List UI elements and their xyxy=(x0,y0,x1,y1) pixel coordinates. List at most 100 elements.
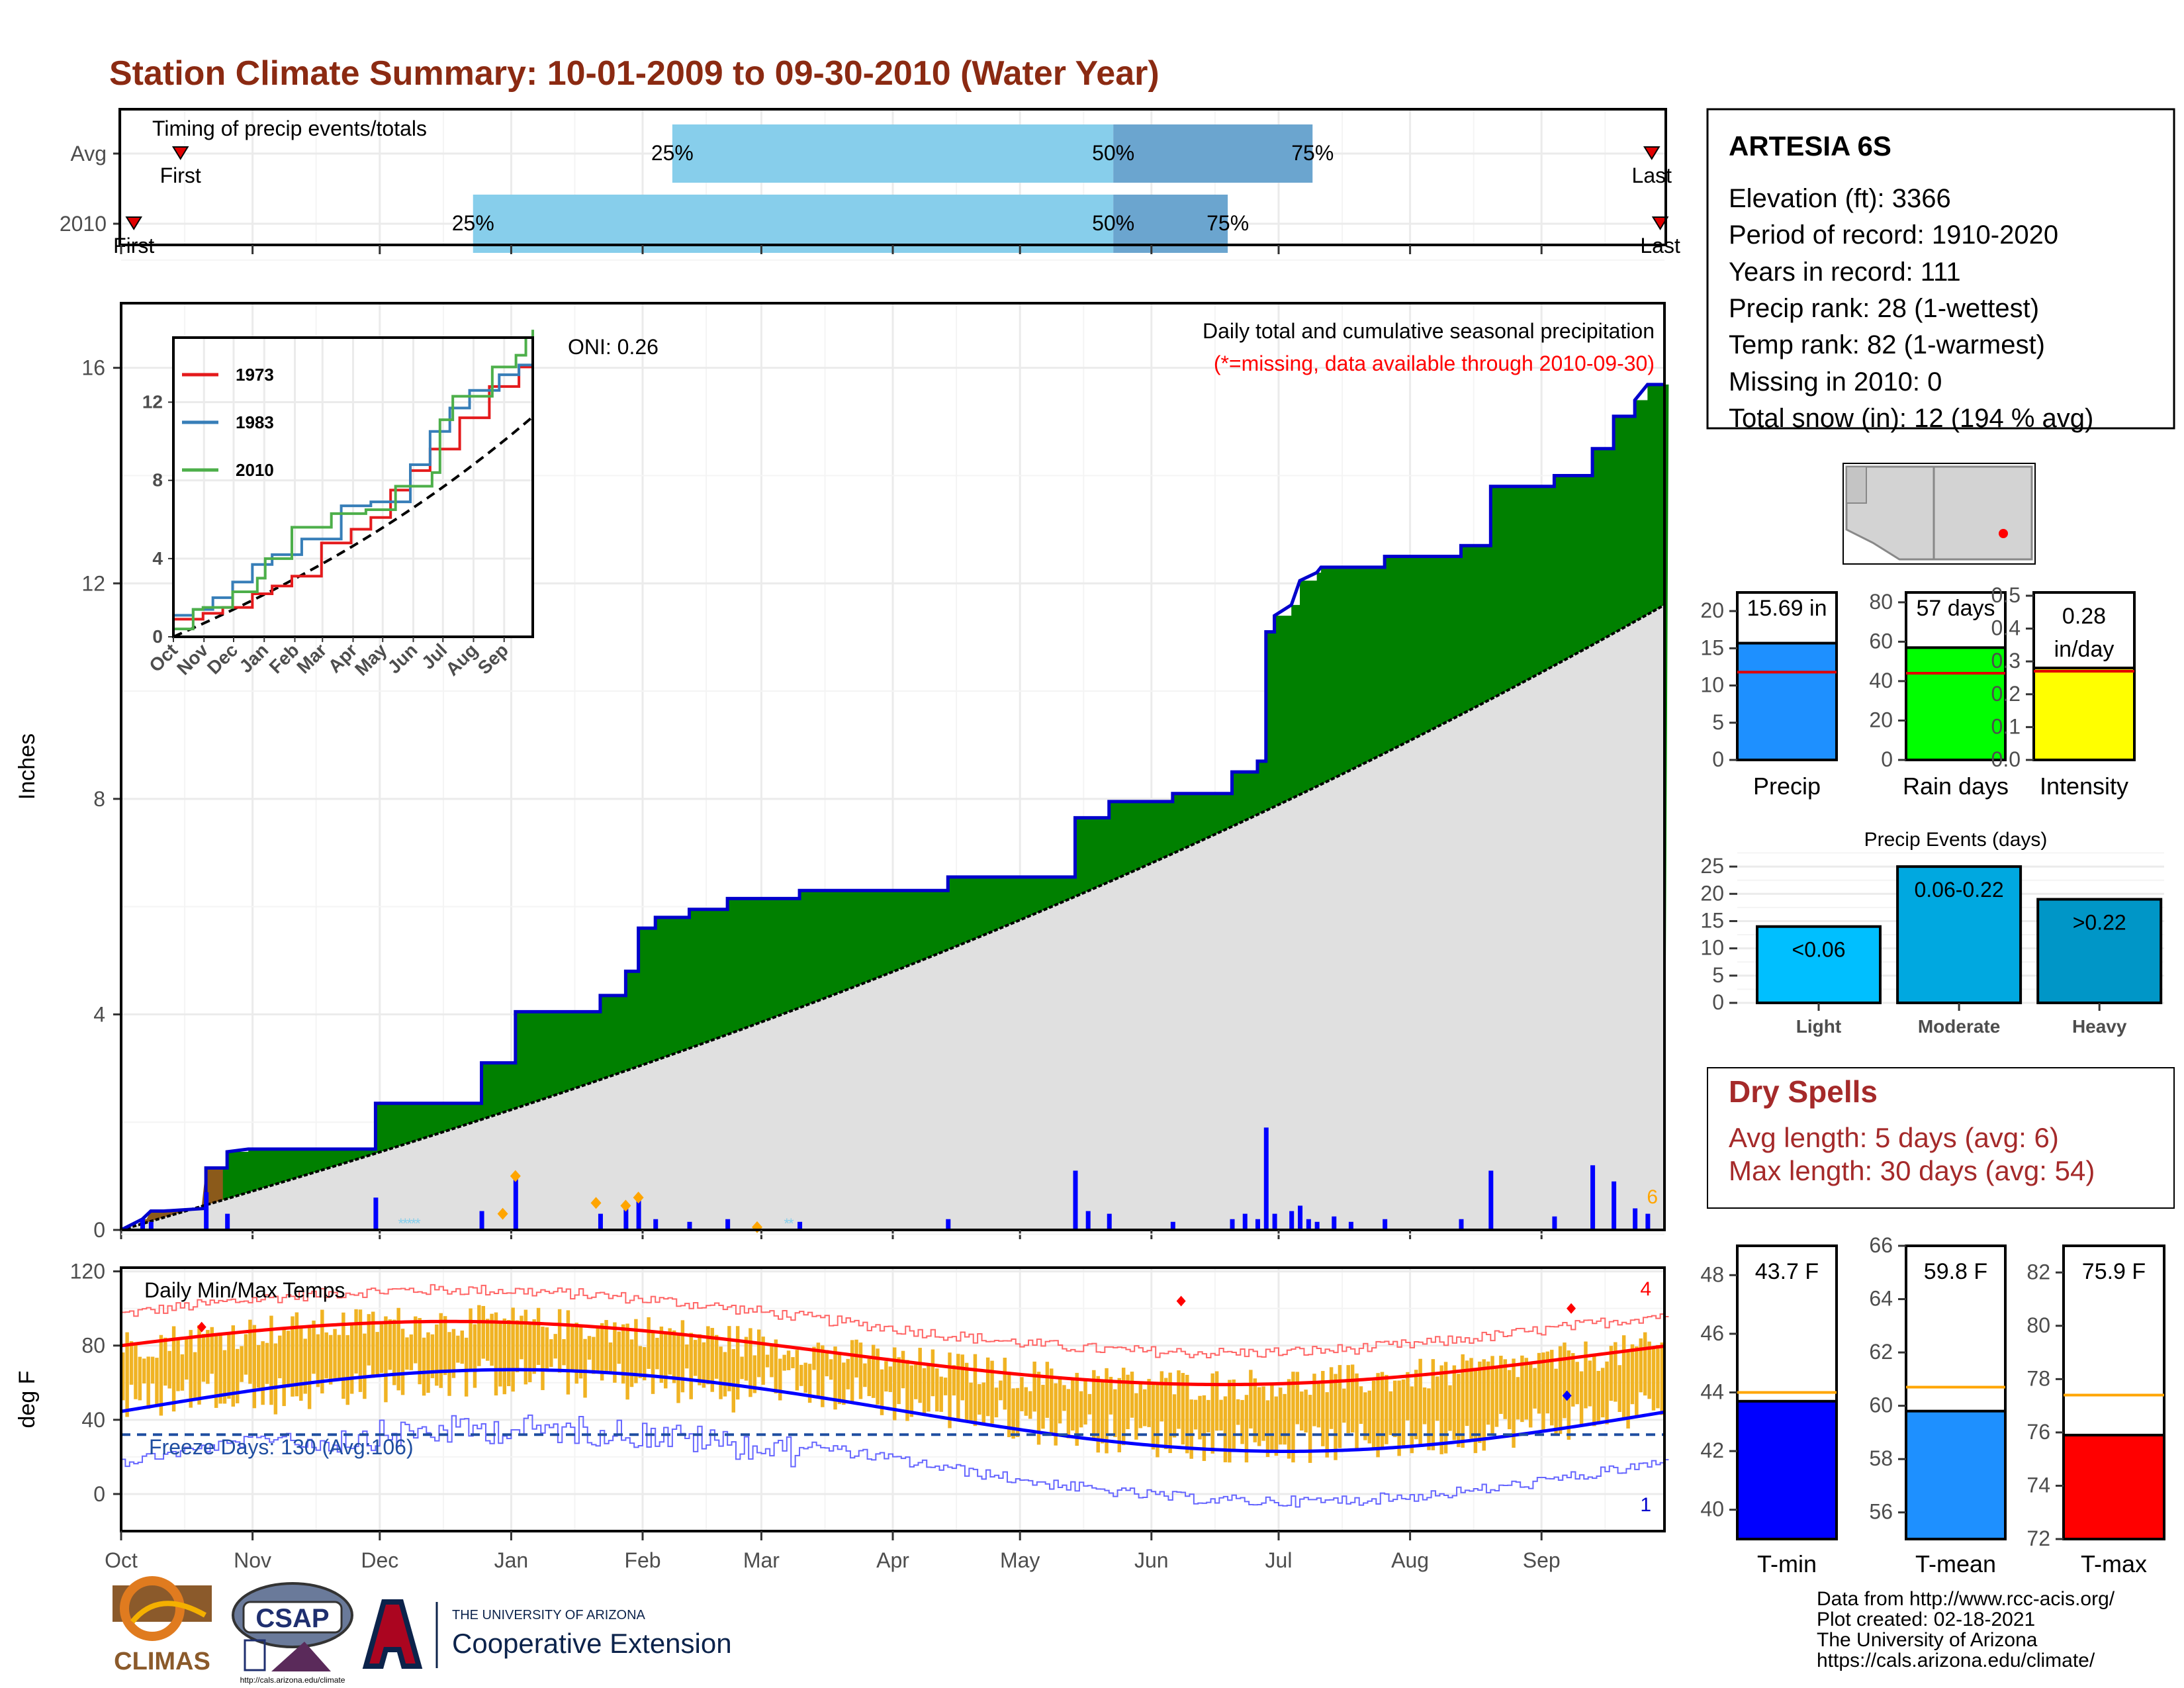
temp-daily-range-bar xyxy=(714,1335,719,1379)
timing-bar-50-75 xyxy=(1113,195,1228,253)
ua-cooperative-extension-logo: THE UNIVERSITY OF ARIZONA Cooperative Ex… xyxy=(362,1599,732,1669)
temp-daily-range-bar xyxy=(999,1380,1003,1401)
precip-daily-bar xyxy=(373,1197,379,1230)
temp-daily-range-bar xyxy=(490,1313,494,1366)
temp-daily-range-bar xyxy=(1066,1389,1071,1438)
precip-daily-bar xyxy=(598,1213,603,1230)
temp-daily-range-bar xyxy=(740,1356,744,1380)
temp-record-high-marker xyxy=(1567,1303,1576,1314)
precip-snow-count: 6 xyxy=(1647,1186,1658,1208)
temp-daily-range-bar xyxy=(1236,1399,1240,1425)
temp-daily-range-bar xyxy=(981,1382,985,1424)
precip-missing-marker: * xyxy=(784,1215,790,1232)
temp-daily-range-bar xyxy=(435,1324,439,1386)
temp-daily-range-bar xyxy=(222,1350,227,1404)
temp-x-tick-label: Apr xyxy=(876,1548,909,1572)
temp-daily-range-bar xyxy=(282,1329,286,1407)
temp-average-min-line xyxy=(120,1368,1665,1453)
temp-daily-range-bar xyxy=(553,1334,557,1359)
temp-daily-range-bar xyxy=(1232,1379,1236,1449)
inset-average-line xyxy=(173,416,534,638)
temp-daily-range-bar xyxy=(1524,1358,1529,1420)
temp-daily-range-bar xyxy=(1516,1377,1520,1420)
precip-y-tick-label: 4 xyxy=(93,1002,105,1026)
temp-summary-bar-T-mean xyxy=(1905,1409,2007,1541)
temp-daily-range-bar xyxy=(659,1326,664,1383)
temp-daily-range-bar xyxy=(189,1330,193,1408)
precip-daily-bar xyxy=(1590,1165,1596,1230)
timing-first-label: First xyxy=(160,164,201,187)
temp-daily-range-bar xyxy=(400,1329,405,1395)
temp-daily-range-bar xyxy=(1126,1374,1130,1430)
precip-snow-marker xyxy=(620,1199,631,1212)
timing-q25-label: 25% xyxy=(651,141,694,165)
temp-daily-range-bar xyxy=(893,1347,897,1421)
temp-daily-range-bar xyxy=(201,1334,206,1382)
temp-daily-range-bar xyxy=(812,1346,816,1370)
temp-summary-y-tick-label: 42 xyxy=(1700,1438,1724,1462)
temp-daily-range-bar xyxy=(1121,1368,1126,1446)
temp-y-tick-label: 40 xyxy=(81,1408,105,1432)
temp-daily-range-bar xyxy=(469,1308,473,1372)
temp-daily-range-bar xyxy=(1295,1372,1300,1425)
temp-summary-y-tick-label: 58 xyxy=(1869,1446,1893,1470)
temp-daily-range-bar xyxy=(727,1326,731,1391)
temp-daily-range-bar xyxy=(807,1364,812,1403)
temp-daily-range-bar xyxy=(1257,1387,1261,1446)
temp-daily-range-bar xyxy=(1261,1386,1265,1441)
info-period: Period of record: 1910-2020 xyxy=(1729,220,2058,250)
temp-summary-y-tick-label: 40 xyxy=(1700,1497,1724,1521)
temp-summary-y-tick-label: 76 xyxy=(2026,1420,2050,1444)
timing-q75-label: 75% xyxy=(1206,211,1249,235)
precip-daily-bar xyxy=(1107,1213,1112,1230)
timing-first-marker xyxy=(171,146,189,160)
climas-logo-text: CLIMAS xyxy=(114,1648,210,1675)
temp-daily-range-bar xyxy=(774,1339,778,1393)
temp-daily-range-bar xyxy=(1503,1359,1507,1419)
temp-daily-range-bar xyxy=(265,1342,269,1384)
temp-daily-range-bar xyxy=(922,1368,927,1415)
summary-bar-name: Rain days xyxy=(1903,773,2009,800)
temp-daily-range-bar xyxy=(1253,1378,1257,1442)
temp-daily-range-bar xyxy=(409,1334,414,1370)
temp-summary-bar-T-min xyxy=(1736,1399,1838,1541)
temp-daily-range-bar xyxy=(1350,1364,1355,1433)
temp-daily-range-bar xyxy=(176,1340,180,1391)
summary-bar-name: Precip xyxy=(1753,773,1821,800)
events-y-tick-label: 10 xyxy=(1700,936,1724,960)
summary-bar-Rain days xyxy=(1905,646,2007,762)
timing-first-marker xyxy=(125,216,143,230)
temp-summary-y-tick-label: 44 xyxy=(1700,1380,1724,1404)
temp-daily-range-bar xyxy=(583,1338,587,1398)
dry-spells-box: Dry Spells Avg length: 5 days (avg: 6) M… xyxy=(1707,1067,2175,1209)
temp-daily-range-bar xyxy=(1092,1370,1096,1440)
precip-missing-marker: * xyxy=(402,1215,408,1232)
temp-daily-range-bar xyxy=(1478,1361,1482,1443)
temp-daily-range-bar xyxy=(850,1340,854,1404)
events-y-tick-label: 15 xyxy=(1700,908,1724,932)
inset-y-tick-label: 8 xyxy=(152,470,163,491)
precip-missing-marker: * xyxy=(415,1215,421,1232)
temp-daily-range-bar xyxy=(235,1348,240,1403)
temp-daily-range-bar xyxy=(693,1340,698,1376)
temp-daily-range-bar xyxy=(723,1352,727,1397)
temp-daily-range-bar xyxy=(1512,1358,1516,1448)
temp-daily-range-bar xyxy=(956,1354,960,1421)
temp-daily-range-bar xyxy=(502,1318,507,1395)
temp-x-tick-label: Sep xyxy=(1523,1548,1561,1572)
temp-daily-range-bar xyxy=(969,1382,973,1424)
temp-daily-range-bar xyxy=(1325,1392,1329,1458)
temp-daily-range-bar xyxy=(1635,1346,1639,1416)
timing-last-marker xyxy=(1651,216,1669,230)
temp-daily-range-bar xyxy=(1465,1360,1469,1427)
temp-daily-range-bar xyxy=(155,1358,159,1406)
summary-y-tick-label: 0.1 xyxy=(1991,714,2021,738)
inset-y-tick-label: 12 xyxy=(142,391,163,412)
temp-daily-range-bar xyxy=(494,1312,498,1396)
temp-daily-range-bar xyxy=(447,1332,451,1396)
temp-daily-range-bar xyxy=(1406,1372,1410,1421)
temp-daily-range-bar xyxy=(1422,1387,1427,1425)
temp-summary-y-tick-label: 72 xyxy=(2026,1526,2050,1550)
temp-daily-range-bar xyxy=(939,1376,943,1412)
